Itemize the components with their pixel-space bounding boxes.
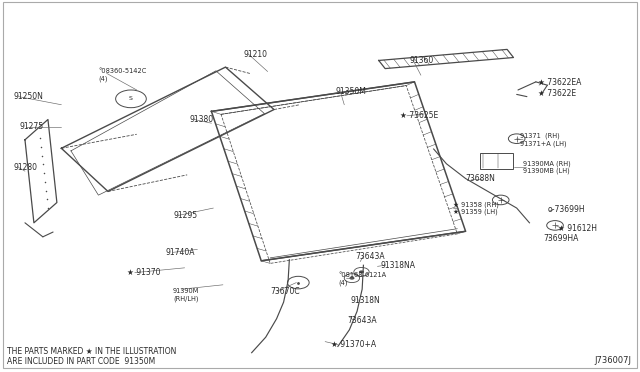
Text: ★ 73625E: ★ 73625E [401,111,438,120]
Text: 73643A: 73643A [355,251,385,260]
Text: 91210: 91210 [243,50,268,59]
Text: J736007J: J736007J [595,356,632,365]
Text: 91295: 91295 [173,211,197,220]
Text: S: S [129,96,133,101]
Text: o-73699H: o-73699H [547,205,585,214]
Text: 91740A: 91740A [166,248,195,257]
Text: 91275: 91275 [20,122,44,131]
Circle shape [359,270,364,273]
Text: °08168-6121A
(4): °08168-6121A (4) [338,272,386,286]
Text: 91360: 91360 [410,56,434,65]
Text: °08360-5142C
(4): °08360-5142C (4) [99,68,147,82]
Text: ★ 73622EA: ★ 73622EA [538,78,581,87]
Text: 91280: 91280 [13,163,38,172]
Text: ★ 91612H: ★ 91612H [558,224,597,233]
Text: 91390MA (RH)
91390MB (LH): 91390MA (RH) 91390MB (LH) [523,160,571,174]
Text: 91390M
(RH/LH): 91390M (RH/LH) [173,288,200,302]
Text: 91318NA: 91318NA [380,261,415,270]
Circle shape [349,277,355,280]
Text: ★ 73622E: ★ 73622E [538,89,576,98]
Text: 73670C: 73670C [270,286,300,296]
Text: 91250N: 91250N [13,92,44,101]
Text: 73699HA: 73699HA [543,234,579,243]
Text: 73688N: 73688N [466,174,495,183]
Text: ★ 91370+A: ★ 91370+A [332,340,376,349]
Text: 91350M: 91350M [336,87,367,96]
Text: ★ 91358 (RH)
★ 91359 (LH): ★ 91358 (RH) ★ 91359 (LH) [453,201,499,215]
Text: THE PARTS MARKED ★ IN THE ILLUSTRATION
ARE INCLUDED IN PART CODE  91350M: THE PARTS MARKED ★ IN THE ILLUSTRATION A… [7,347,177,366]
Text: 73643A: 73643A [348,316,377,325]
Text: 91380: 91380 [189,115,213,124]
Bar [479,153,513,169]
Text: ★ 91370: ★ 91370 [127,268,161,277]
Text: 91371  (RH)
91371+A (LH): 91371 (RH) 91371+A (LH) [520,133,566,147]
Text: 91318N: 91318N [351,296,380,305]
